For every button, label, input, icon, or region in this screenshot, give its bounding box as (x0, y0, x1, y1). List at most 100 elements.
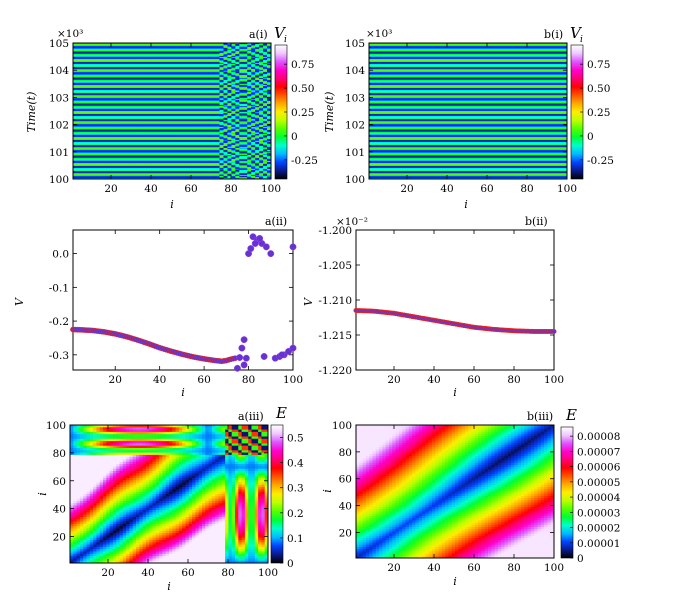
heatmap-cell (235, 122, 240, 124)
heatmap-cell (140, 111, 145, 113)
heatmap-cell (211, 76, 217, 78)
heatmap-cell (80, 89, 86, 91)
heatmap-cell (160, 87, 165, 89)
heatmap-cell (263, 89, 268, 91)
heatmap-cell (239, 129, 244, 131)
heatmap-cell (148, 139, 153, 141)
heatmap-cell (156, 138, 161, 140)
heatmap-cell (160, 125, 165, 127)
heatmap-cell (227, 114, 232, 116)
heatmap-cell (203, 81, 209, 83)
heatmap-cell (76, 117, 82, 119)
heatmap-cell (164, 72, 169, 74)
heatmap-cell (124, 54, 130, 56)
heatmap-cell (84, 90, 90, 92)
heatmap-cell (267, 63, 271, 65)
heatmap-cell (263, 140, 268, 142)
heatmap-cell (156, 133, 161, 135)
heatmap-cell (84, 95, 90, 97)
heatmap-cell (104, 134, 110, 136)
heatmap-cell (164, 135, 169, 137)
heatmap-cell (140, 114, 145, 116)
heatmap-cell (172, 112, 177, 114)
heatmap-cell (73, 102, 78, 104)
heatmap-cell (235, 76, 240, 78)
heatmap-cell (168, 107, 173, 109)
heatmap-cell (168, 64, 173, 66)
heatmap-cell (76, 47, 82, 49)
heatmap-cell (104, 106, 110, 108)
heatmap-cell (219, 110, 225, 112)
heatmap-cell (73, 87, 78, 89)
heatmap-cell (251, 116, 256, 118)
heatmap-cell (231, 139, 236, 141)
heatmap-cell (207, 118, 213, 120)
heatmap-cell (128, 100, 133, 102)
heatmap-cell (183, 114, 189, 116)
heatmap-cell (187, 127, 193, 129)
heatmap-cell (100, 84, 106, 86)
heatmap-cell (183, 79, 189, 81)
heatmap-cell (96, 138, 102, 140)
heatmap-cell (239, 109, 244, 111)
heatmap-cell (156, 51, 161, 53)
heatmap-cell (120, 79, 126, 81)
heatmap-cell (164, 48, 169, 50)
heatmap-cell (172, 45, 177, 47)
heatmap-cell (187, 45, 193, 47)
heatmap-cell (227, 103, 232, 105)
heatmap-cell (148, 57, 153, 59)
heatmap-cell (191, 126, 197, 128)
heatmap-cell (73, 123, 78, 125)
heatmap-cell (156, 64, 161, 66)
heatmap-cell (175, 113, 181, 115)
heatmap-cell (187, 136, 193, 138)
heatmap-cell (172, 52, 177, 54)
heatmap-cell (215, 91, 221, 93)
heatmap-cell (160, 76, 165, 78)
heatmap-cell (168, 66, 173, 68)
heatmap-cell (172, 47, 177, 49)
heatmap-cell (231, 115, 236, 117)
heatmap-cell (211, 85, 217, 87)
heatmap-cell (152, 138, 157, 140)
heatmap-cell (73, 91, 78, 93)
heatmap-cell (179, 126, 185, 128)
heatmap-cell (152, 103, 157, 105)
heatmap-cell (191, 61, 197, 63)
heatmap-cell (84, 69, 90, 71)
heatmap-cell (104, 129, 110, 131)
heatmap-cell (104, 90, 110, 92)
heatmap-cell (187, 94, 193, 96)
heatmap-cell (267, 95, 271, 97)
heatmap-cell (152, 123, 157, 125)
heatmap-cell (211, 139, 217, 141)
heatmap-cell (144, 94, 149, 96)
heatmap-cell (148, 137, 153, 139)
heatmap-cell (211, 104, 217, 106)
heatmap-cell (267, 122, 271, 124)
heatmap-cell (112, 59, 118, 61)
heatmap-cell (243, 99, 248, 101)
heatmap-cell (243, 108, 248, 110)
heatmap-cell (187, 125, 193, 127)
heatmap-cell (172, 88, 177, 90)
heatmap-cell (76, 63, 82, 65)
heatmap-cell (175, 124, 181, 126)
heatmap-cell (112, 106, 118, 108)
heatmap-cell (247, 104, 252, 106)
heatmap-cell (164, 108, 169, 110)
heatmap-cell (112, 94, 118, 96)
heatmap-cell (195, 81, 201, 83)
heatmap-cell (207, 105, 213, 107)
heatmap-cell (116, 63, 122, 65)
heatmap-cell (267, 67, 271, 69)
heatmap-cell (100, 62, 106, 64)
heatmap-cell (211, 86, 217, 88)
heatmap-cell (219, 95, 225, 97)
heatmap-cell (140, 136, 145, 138)
heatmap-cell (140, 118, 145, 120)
heatmap-cell (96, 87, 102, 89)
heatmap-cell (172, 71, 177, 73)
heatmap-cell (140, 137, 145, 139)
